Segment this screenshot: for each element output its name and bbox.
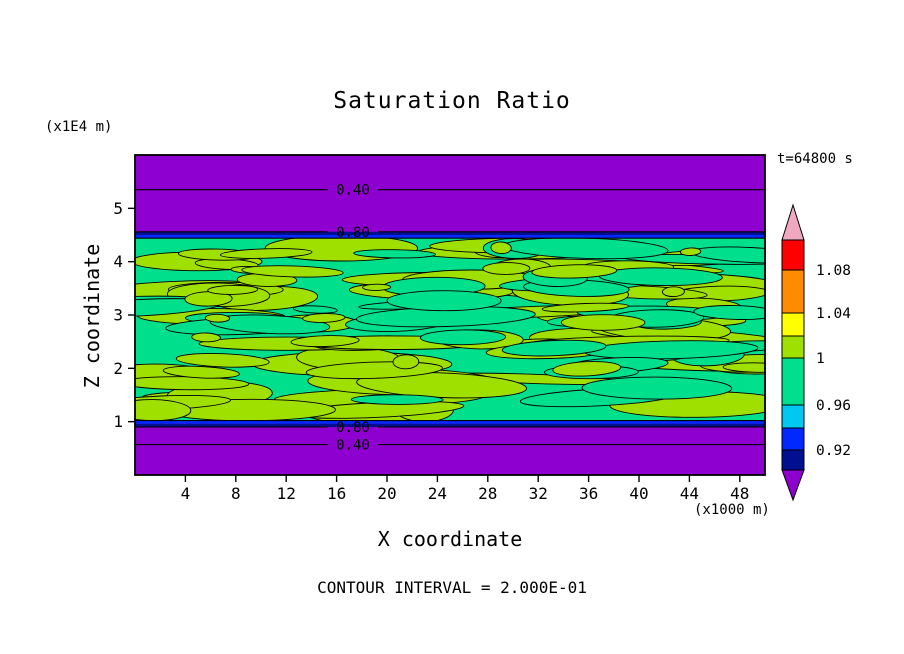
x-tick-label: 4 — [181, 484, 191, 503]
contour-label: 0.80 — [336, 225, 370, 241]
colorbar: 1.08 1.04 1 0.96 0.92 — [781, 203, 851, 502]
colorbar-segment-red — [781, 239, 805, 271]
y-axis-unit-label: (x1E4 m) — [45, 119, 113, 135]
x-tick-label: 8 — [231, 484, 241, 503]
x-tick-label: 44 — [680, 484, 699, 503]
colorbar-segment-navy — [781, 449, 805, 471]
contour-interval-label: CONTOUR INTERVAL = 2.000E-01 — [317, 578, 587, 597]
saturated-band — [135, 238, 765, 421]
chart-title: Saturation Ratio — [333, 88, 571, 114]
x-axis-title: X coordinate — [377, 527, 523, 551]
x-tick-label: 24 — [428, 484, 447, 503]
contour-plot: 0.400.800.800.404 8 12 16 20 24 28 32 36 40 44 4812… — [113, 154, 766, 503]
contour-label: 0.40 — [336, 183, 370, 199]
contour-label: 0.80 — [336, 420, 370, 436]
x-tick-label: 28 — [478, 484, 497, 503]
x-tick-label: 16 — [327, 484, 346, 503]
x-axis-ticks: 4 8 12 16 20 24 28 32 36 40 44 48 — [181, 475, 749, 503]
colorbar-tick-label: 0.96 — [816, 398, 851, 414]
colorbar-top-arrow — [781, 203, 805, 241]
x-tick-label: 20 — [377, 484, 396, 503]
y-tick-label: 3 — [113, 306, 123, 325]
band-edge-strips — [135, 231, 765, 427]
colorbar-segment-cyan — [781, 404, 805, 429]
y-tick-label: 4 — [113, 252, 123, 271]
x-tick-label: 40 — [629, 484, 648, 503]
y-tick-label: 1 — [113, 412, 123, 431]
colorbar-segment-spring-green — [781, 357, 805, 406]
band-edge-lines — [135, 237, 765, 422]
x-tick-label: 32 — [529, 484, 548, 503]
contour-line: 0.40 — [135, 183, 765, 199]
colorbar-tick-label: 1.04 — [816, 306, 851, 322]
colorbar-segment-yellow — [781, 312, 805, 337]
x-tick-label: 12 — [277, 484, 296, 503]
contour-label: 0.40 — [336, 438, 370, 454]
colorbar-segment-yellow-green — [781, 335, 805, 359]
x-tick-label: 36 — [579, 484, 598, 503]
x-axis-unit-label: (x1000 m) — [694, 502, 770, 518]
colorbar-segment-orange — [781, 269, 805, 314]
y-tick-label: 2 — [113, 359, 123, 378]
colorbar-segment-blue — [781, 427, 805, 451]
colorbar-tick-label: 1 — [816, 351, 825, 367]
colorbar-bottom-arrow — [781, 469, 805, 502]
y-tick-label: 5 — [113, 199, 123, 218]
x-tick-label: 48 — [730, 484, 749, 503]
contour-line: 0.80 — [135, 420, 765, 436]
y-axis-title: Z coordinate — [80, 243, 104, 389]
contour-line: 0.40 — [135, 438, 765, 454]
contour-line: 0.80 — [135, 225, 765, 241]
y-axis-ticks: 1 2 3 4 5 — [113, 199, 135, 431]
colorbar-tick-label: 0.92 — [816, 443, 851, 459]
time-stamp-label: t=64800 s — [777, 151, 853, 167]
colorbar-tick-label: 1.08 — [816, 263, 851, 279]
